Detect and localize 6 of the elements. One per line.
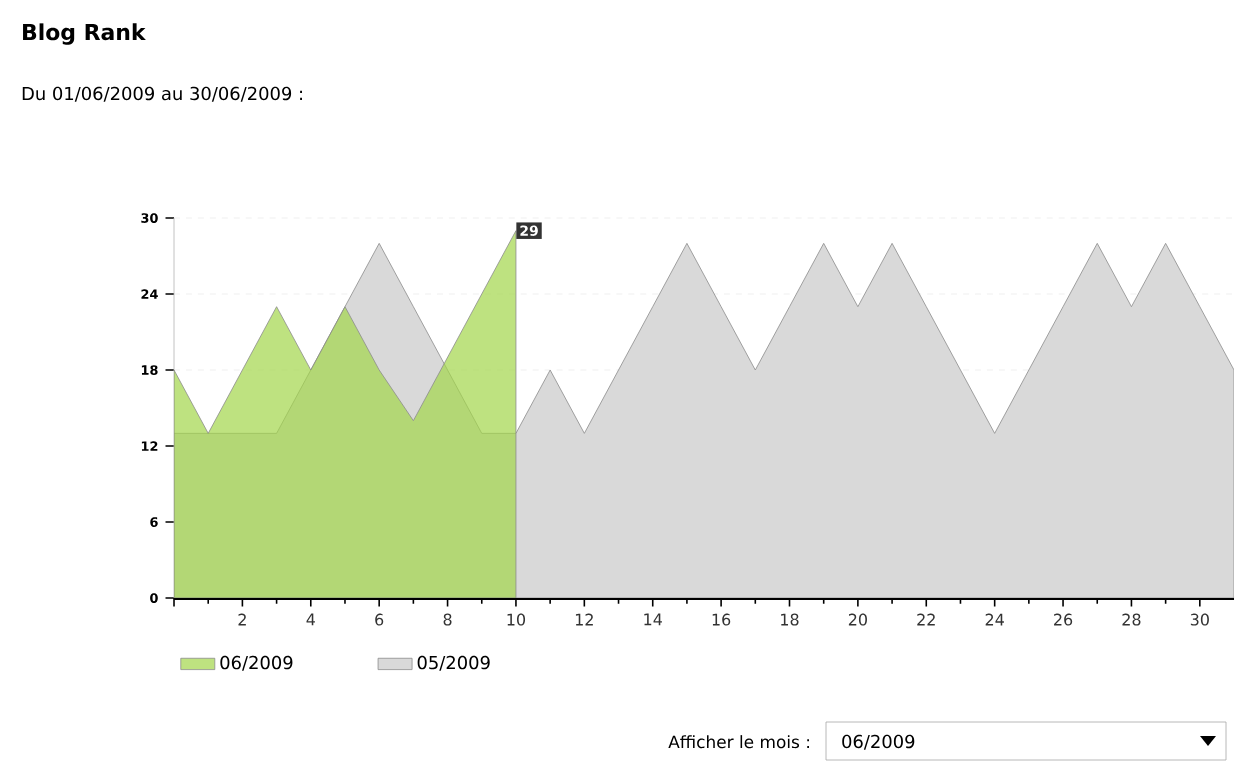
text: 06/2009	[842, 734, 915, 750]
legend-label: 06/2009	[220, 655, 293, 671]
chart-subtitle: Du 01/06/2009 au 30/06/2009 :	[22, 86, 302, 102]
chart-title: Blog Rank	[23, 23, 146, 45]
legend-label: 05/2009	[417, 655, 490, 671]
text: Afficher le mois :	[668, 735, 809, 749]
